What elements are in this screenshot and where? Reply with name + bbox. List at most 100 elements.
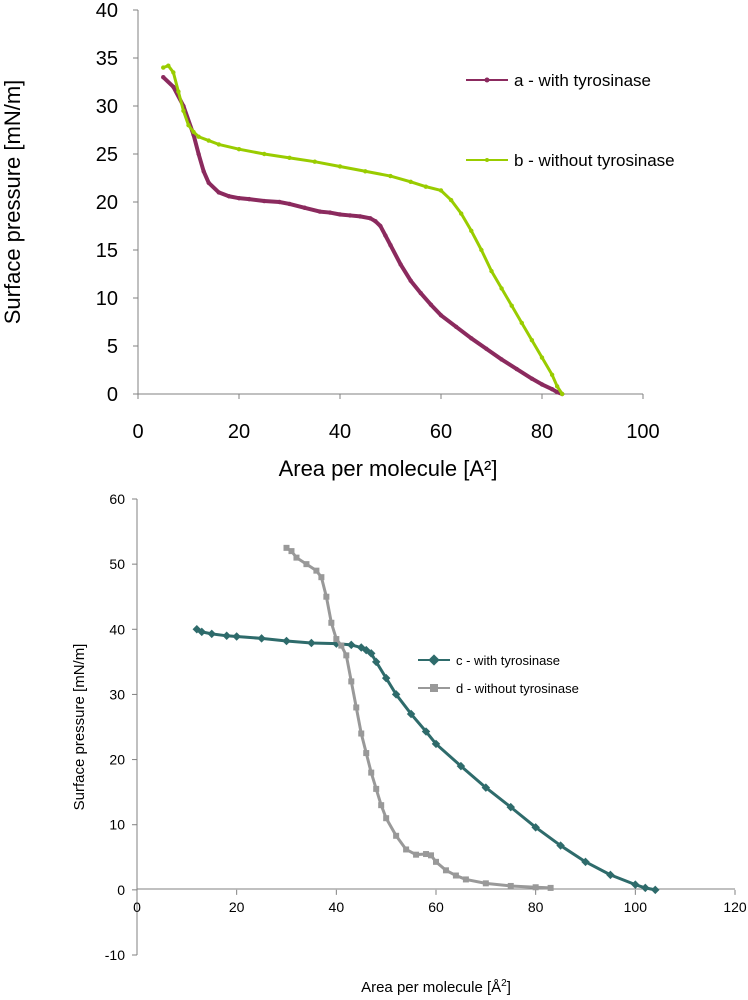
- legend-marker-d: [430, 684, 438, 692]
- top-data-point-a: [206, 180, 211, 185]
- bottom-y-axis-label: Surface pressure [mN/m]: [71, 644, 88, 811]
- bottom-data-point-c: [556, 841, 565, 850]
- legend-label-a: a - with tyrosinase: [514, 71, 651, 90]
- top-data-point-b: [479, 247, 484, 253]
- top-data-point-a: [499, 357, 504, 362]
- legend-label-d: d - without tyrosinase: [456, 681, 579, 696]
- top-xtick-label: 0: [132, 421, 143, 443]
- bottom-data-point-d: [338, 642, 345, 649]
- top-data-point-a: [373, 219, 378, 224]
- top-ytick-label: 20: [96, 192, 118, 214]
- bottom-data-point-c: [381, 673, 391, 683]
- chart-bottom: -10 0 10 20 30 40 50 60 0 20 40 60 80 100 120 Area per…: [71, 491, 747, 996]
- bottom-data-point-c: [257, 634, 266, 643]
- top-data-point-b: [312, 159, 317, 164]
- top-data-point-b: [176, 89, 181, 94]
- bottom-ytick-label: 10: [109, 817, 125, 833]
- top-data-point-b: [191, 129, 196, 135]
- bottom-data-point-d: [507, 882, 514, 889]
- bottom-ytick-label: 50: [109, 556, 125, 572]
- top-xtick-label: 100: [626, 421, 659, 443]
- bottom-data-point-d: [532, 884, 539, 891]
- top-data-point-a: [469, 336, 474, 341]
- top-data-point-b: [337, 164, 343, 169]
- bottom-xtick-label: 120: [723, 899, 747, 915]
- bottom-data-point-d: [378, 802, 385, 809]
- top-data-point-a: [438, 313, 444, 318]
- bottom-ytick-label: 20: [109, 752, 125, 768]
- top-data-point-a: [287, 201, 292, 207]
- top-data-point-a: [236, 195, 242, 201]
- top-data-point-a: [408, 278, 413, 283]
- bottom-ytick-label: 0: [117, 882, 125, 898]
- bottom-xtick-label: 60: [428, 899, 444, 915]
- bottom-data-point-c: [347, 640, 356, 650]
- top-data-point-b: [519, 320, 524, 326]
- bottom-xtick-label: 80: [528, 899, 544, 915]
- bottom-data-point-c: [371, 657, 381, 667]
- bottom-data-point-c: [606, 870, 615, 880]
- top-data-point-a: [226, 194, 232, 199]
- top-data-point-b: [363, 169, 368, 174]
- bottom-data-point-d: [482, 880, 489, 887]
- top-data-point-b: [388, 173, 393, 179]
- bottom-data-point-d: [283, 544, 290, 551]
- top-xtick-label: 20: [228, 421, 250, 443]
- top-data-point-a: [171, 84, 176, 90]
- top-data-point-b: [549, 372, 555, 377]
- bottom-data-point-d: [293, 554, 300, 561]
- bottom-data-point-c: [406, 709, 416, 719]
- top-ytick-label: 5: [107, 336, 118, 358]
- bottom-data-point-d: [433, 858, 439, 865]
- bottom-series-line-c: [196, 627, 656, 892]
- top-data-point-a: [484, 346, 489, 352]
- bottom-data-point-d: [288, 548, 295, 555]
- top-data-point-a: [337, 212, 343, 217]
- bottom-data-point-c: [641, 883, 650, 893]
- bottom-data-point-c: [481, 783, 491, 792]
- legend-marker-c: [428, 654, 440, 666]
- top-data-point-a: [161, 75, 166, 80]
- bottom-data-point-d: [318, 574, 325, 581]
- top-data-point-b: [166, 63, 171, 68]
- top-data-point-b: [206, 138, 211, 143]
- bottom-x-axis-label-text: Area per molecule [Å: [361, 979, 501, 996]
- top-data-point-a: [196, 151, 201, 157]
- bottom-legend: c - with tyrosinase d - without tyrosina…: [418, 653, 579, 696]
- bottom-data-point-d: [428, 852, 435, 859]
- top-data-point-a: [358, 214, 363, 219]
- bottom-data-point-c: [581, 857, 590, 867]
- chart-top: 0 5 10 15 20 25 30 35 40 0 20 40 60 80 100 Area per mo…: [0, 0, 675, 481]
- top-ytick-label: 40: [96, 0, 118, 22]
- bottom-data-point-d: [383, 815, 390, 822]
- top-data-point-a: [418, 291, 423, 296]
- top-data-point-a: [262, 198, 267, 204]
- bottom-data-point-c: [506, 802, 515, 812]
- top-data-point-a: [529, 376, 535, 381]
- top-ytick-label: 30: [96, 96, 118, 118]
- top-data-point-b: [171, 70, 176, 75]
- top-data-point-a: [428, 302, 434, 307]
- bottom-data-point-c: [531, 823, 540, 832]
- top-data-point-a: [549, 387, 555, 392]
- top-legend: a - with tyrosinase b - without tyrosina…: [466, 71, 675, 170]
- bottom-data-point-c: [631, 880, 640, 889]
- bottom-data-point-c: [421, 727, 431, 736]
- bottom-data-point-d: [423, 851, 430, 858]
- bottom-data-point-c: [207, 629, 216, 639]
- top-x-axis-label: Area per molecule [A²]: [279, 456, 498, 481]
- top-ytick-label: 0: [107, 384, 118, 406]
- bottom-data-point-d: [413, 851, 420, 858]
- bottom-data-point-c: [391, 690, 401, 699]
- top-data-point-b: [489, 268, 494, 274]
- top-data-point-b: [196, 134, 201, 139]
- top-data-point-a: [277, 199, 282, 205]
- bottom-x-axis-label: Area per molecule [Å2]: [361, 978, 511, 996]
- top-data-point-b: [236, 147, 242, 152]
- bottom-data-point-c: [366, 649, 376, 658]
- bottom-xtick-label: 100: [624, 899, 648, 915]
- top-data-point-b: [181, 108, 186, 114]
- legend-marker-b: [485, 158, 489, 162]
- bottom-xtick-label: 0: [133, 899, 141, 915]
